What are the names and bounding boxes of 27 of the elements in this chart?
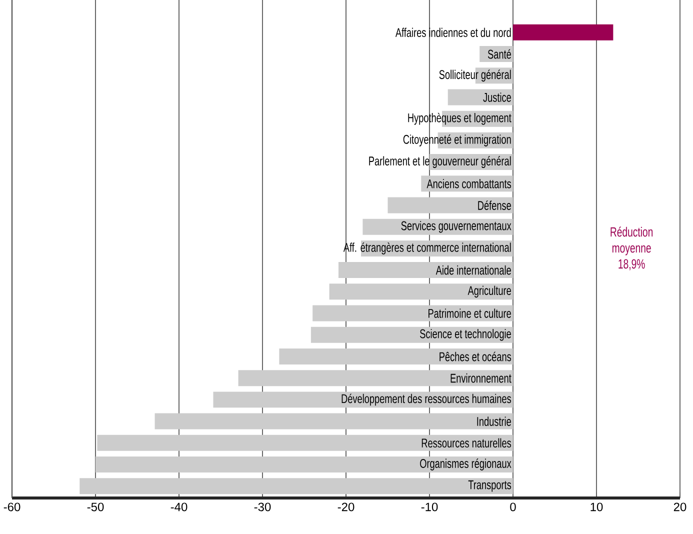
y-tick-label: Solliciteur général <box>439 70 511 82</box>
y-tick-label: Santé <box>488 49 511 59</box>
annotation: Réduction moyenne 18,9% <box>610 226 653 270</box>
x-tick-label: -30 <box>254 502 271 512</box>
y-tick-label: Science et technologie <box>420 328 511 341</box>
y-tick-label: Ressources naturelles <box>422 438 512 448</box>
x-tick-label: 20 <box>674 502 686 512</box>
y-tick-label: Anciens combattants <box>426 178 512 188</box>
y-tick-label: Organismes régionaux <box>420 458 512 470</box>
x-tick-label: -50 <box>87 502 104 512</box>
x-tick-label: -20 <box>338 502 354 512</box>
x-tick-label: -60 <box>4 502 20 512</box>
y-tick-label: Pêches et océans <box>440 352 512 362</box>
y-tick-label: Environnement <box>450 373 512 383</box>
y-tick-label: Aide internationale <box>436 265 511 275</box>
y-tick-label: Transports <box>468 480 512 492</box>
y-tick-label: Défense <box>478 200 511 210</box>
y-tick-label: Développement des ressources humaines <box>342 394 512 406</box>
y-tick-label: Agriculture <box>468 286 511 298</box>
y-tick-label: Justice <box>483 92 511 102</box>
y-tick-label: Patrimoine et culture <box>428 308 511 318</box>
x-tick-label: 0 <box>510 502 516 512</box>
x-tick-label: 10 <box>590 502 603 512</box>
x-tick-label: -10 <box>421 502 438 512</box>
y-tick-label: Industrie <box>477 416 511 426</box>
x-tick-label: -40 <box>170 502 188 512</box>
y-tick-label: Services gouvernementaux <box>401 220 512 233</box>
